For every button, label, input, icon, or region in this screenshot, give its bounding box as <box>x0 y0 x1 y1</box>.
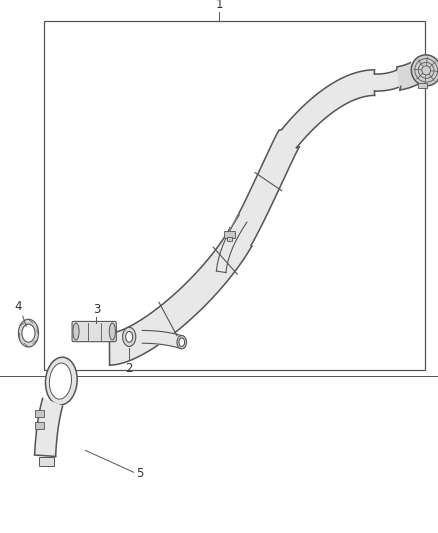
Ellipse shape <box>110 323 116 340</box>
Text: 2: 2 <box>125 362 133 375</box>
Ellipse shape <box>22 324 35 342</box>
Polygon shape <box>282 70 374 148</box>
Polygon shape <box>374 70 401 91</box>
Ellipse shape <box>73 323 79 340</box>
Bar <box>35 410 44 417</box>
Ellipse shape <box>18 319 39 347</box>
Text: 3: 3 <box>93 303 100 316</box>
Polygon shape <box>216 215 247 272</box>
Bar <box>418 83 427 88</box>
Text: 1: 1 <box>215 0 223 11</box>
Polygon shape <box>397 63 417 90</box>
Ellipse shape <box>49 363 71 399</box>
Text: 4: 4 <box>14 301 22 313</box>
Polygon shape <box>110 228 252 365</box>
Ellipse shape <box>177 336 187 349</box>
Bar <box>227 237 232 241</box>
Polygon shape <box>142 330 183 349</box>
Bar <box>35 422 44 429</box>
Ellipse shape <box>46 357 77 405</box>
Polygon shape <box>35 398 63 456</box>
Text: 5: 5 <box>136 467 143 480</box>
Ellipse shape <box>179 338 184 346</box>
Bar <box>44 21 425 370</box>
Bar <box>224 231 235 238</box>
Ellipse shape <box>126 332 133 342</box>
Bar <box>39 457 54 466</box>
Ellipse shape <box>411 55 438 86</box>
Polygon shape <box>231 130 299 246</box>
Ellipse shape <box>123 327 136 346</box>
FancyBboxPatch shape <box>72 321 116 342</box>
